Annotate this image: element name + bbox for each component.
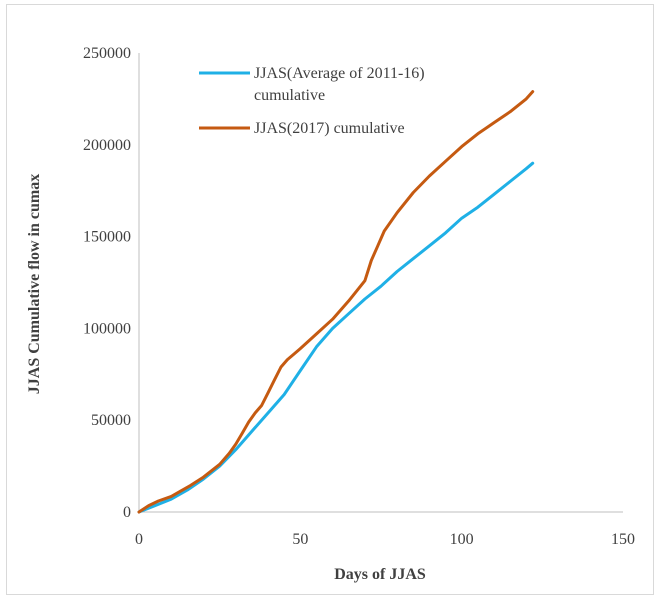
legend: JJAS(Average of 2011-16) cumulative JJAS(2…	[199, 65, 425, 137]
tick-labels: 0 50 100 150 0 50000 100000 150000 200000 250000	[83, 45, 635, 548]
x-tick-label: 0	[135, 531, 143, 548]
y-axis-title: JJAS Cumulative flow in cumax	[26, 174, 43, 394]
axes	[138, 53, 623, 513]
series-line-2	[137, 90, 535, 514]
chart-frame	[6, 4, 654, 595]
y-tick-label: 250000	[83, 45, 131, 62]
x-tick-label: 150	[611, 531, 635, 548]
x-axis-title: Days of JJAS	[334, 566, 426, 583]
series-line-1	[137, 161, 535, 514]
legend-label-1: JJAS(Average of 2011-16) cumulative	[254, 65, 425, 104]
y-tick-label: 150000	[83, 229, 131, 246]
legend-label-2: JJAS(2017) cumulative	[254, 120, 405, 137]
y-tick-label: 0	[123, 504, 131, 521]
x-tick-label: 50	[292, 531, 308, 548]
y-tick-label: 100000	[83, 320, 131, 337]
y-tick-label: 50000	[91, 412, 131, 429]
x-tick-label: 100	[450, 531, 474, 548]
y-tick-label: 200000	[83, 137, 131, 154]
series-lines	[137, 90, 535, 514]
